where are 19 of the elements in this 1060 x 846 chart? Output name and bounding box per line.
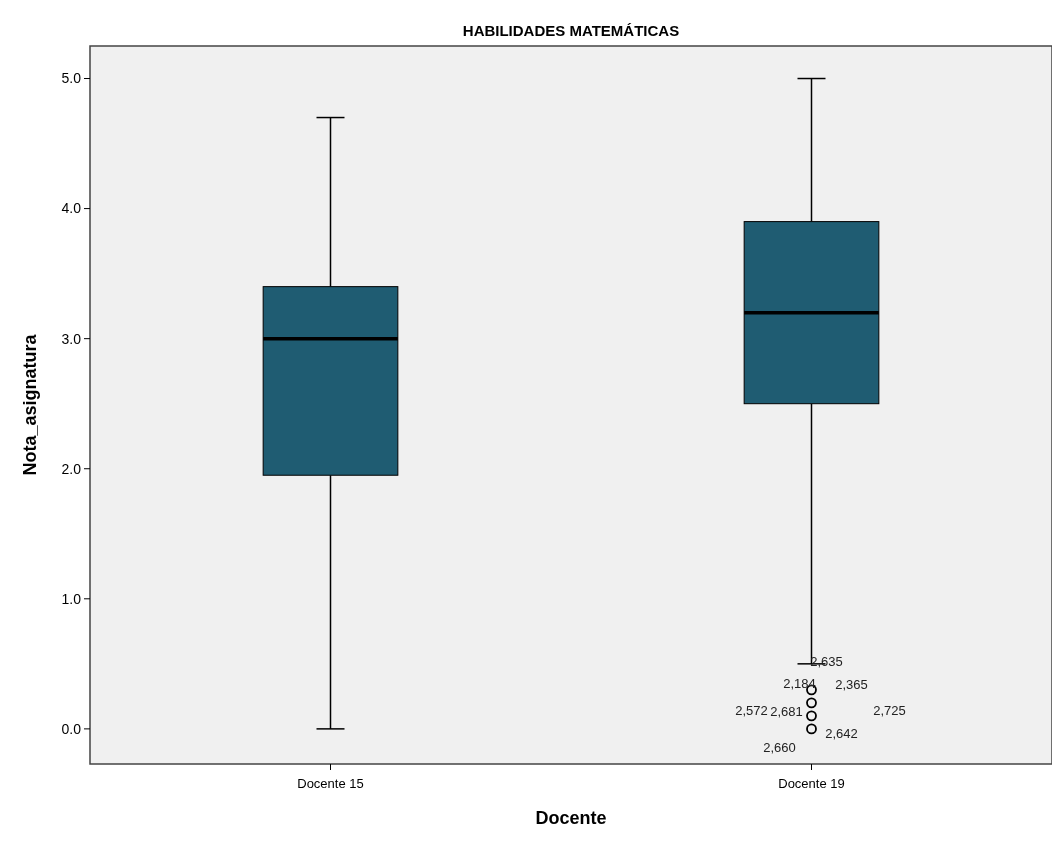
y-tick-label: 2.0 xyxy=(61,460,82,477)
annotation: 2,642 xyxy=(825,726,858,742)
annotation: 2,184 xyxy=(783,676,816,692)
annotation: 2,572 xyxy=(735,703,768,719)
y-tick-label: 3.0 xyxy=(61,330,82,347)
y-tick-label: 5.0 xyxy=(61,70,82,87)
annotation: 2,725 xyxy=(873,703,906,719)
annotation: 2,365 xyxy=(835,677,868,693)
y-tick-label: 4.0 xyxy=(61,200,82,217)
chart-title: HABILIDADES MATEMÁTICAS xyxy=(462,22,680,39)
x-tick-label: Docente 15 xyxy=(297,776,364,791)
y-tick-label: 1.0 xyxy=(61,590,82,607)
annotation: 2,635 xyxy=(810,654,843,670)
x-tick-label: Docente 19 xyxy=(778,776,845,791)
x-axis-title: Docente xyxy=(535,808,607,828)
annotation: 2,681 xyxy=(770,704,803,720)
annotation: 2,660 xyxy=(763,740,796,756)
y-tick-label: 0.0 xyxy=(61,720,82,737)
y-axis-title: Nota_asignatura xyxy=(20,333,40,476)
